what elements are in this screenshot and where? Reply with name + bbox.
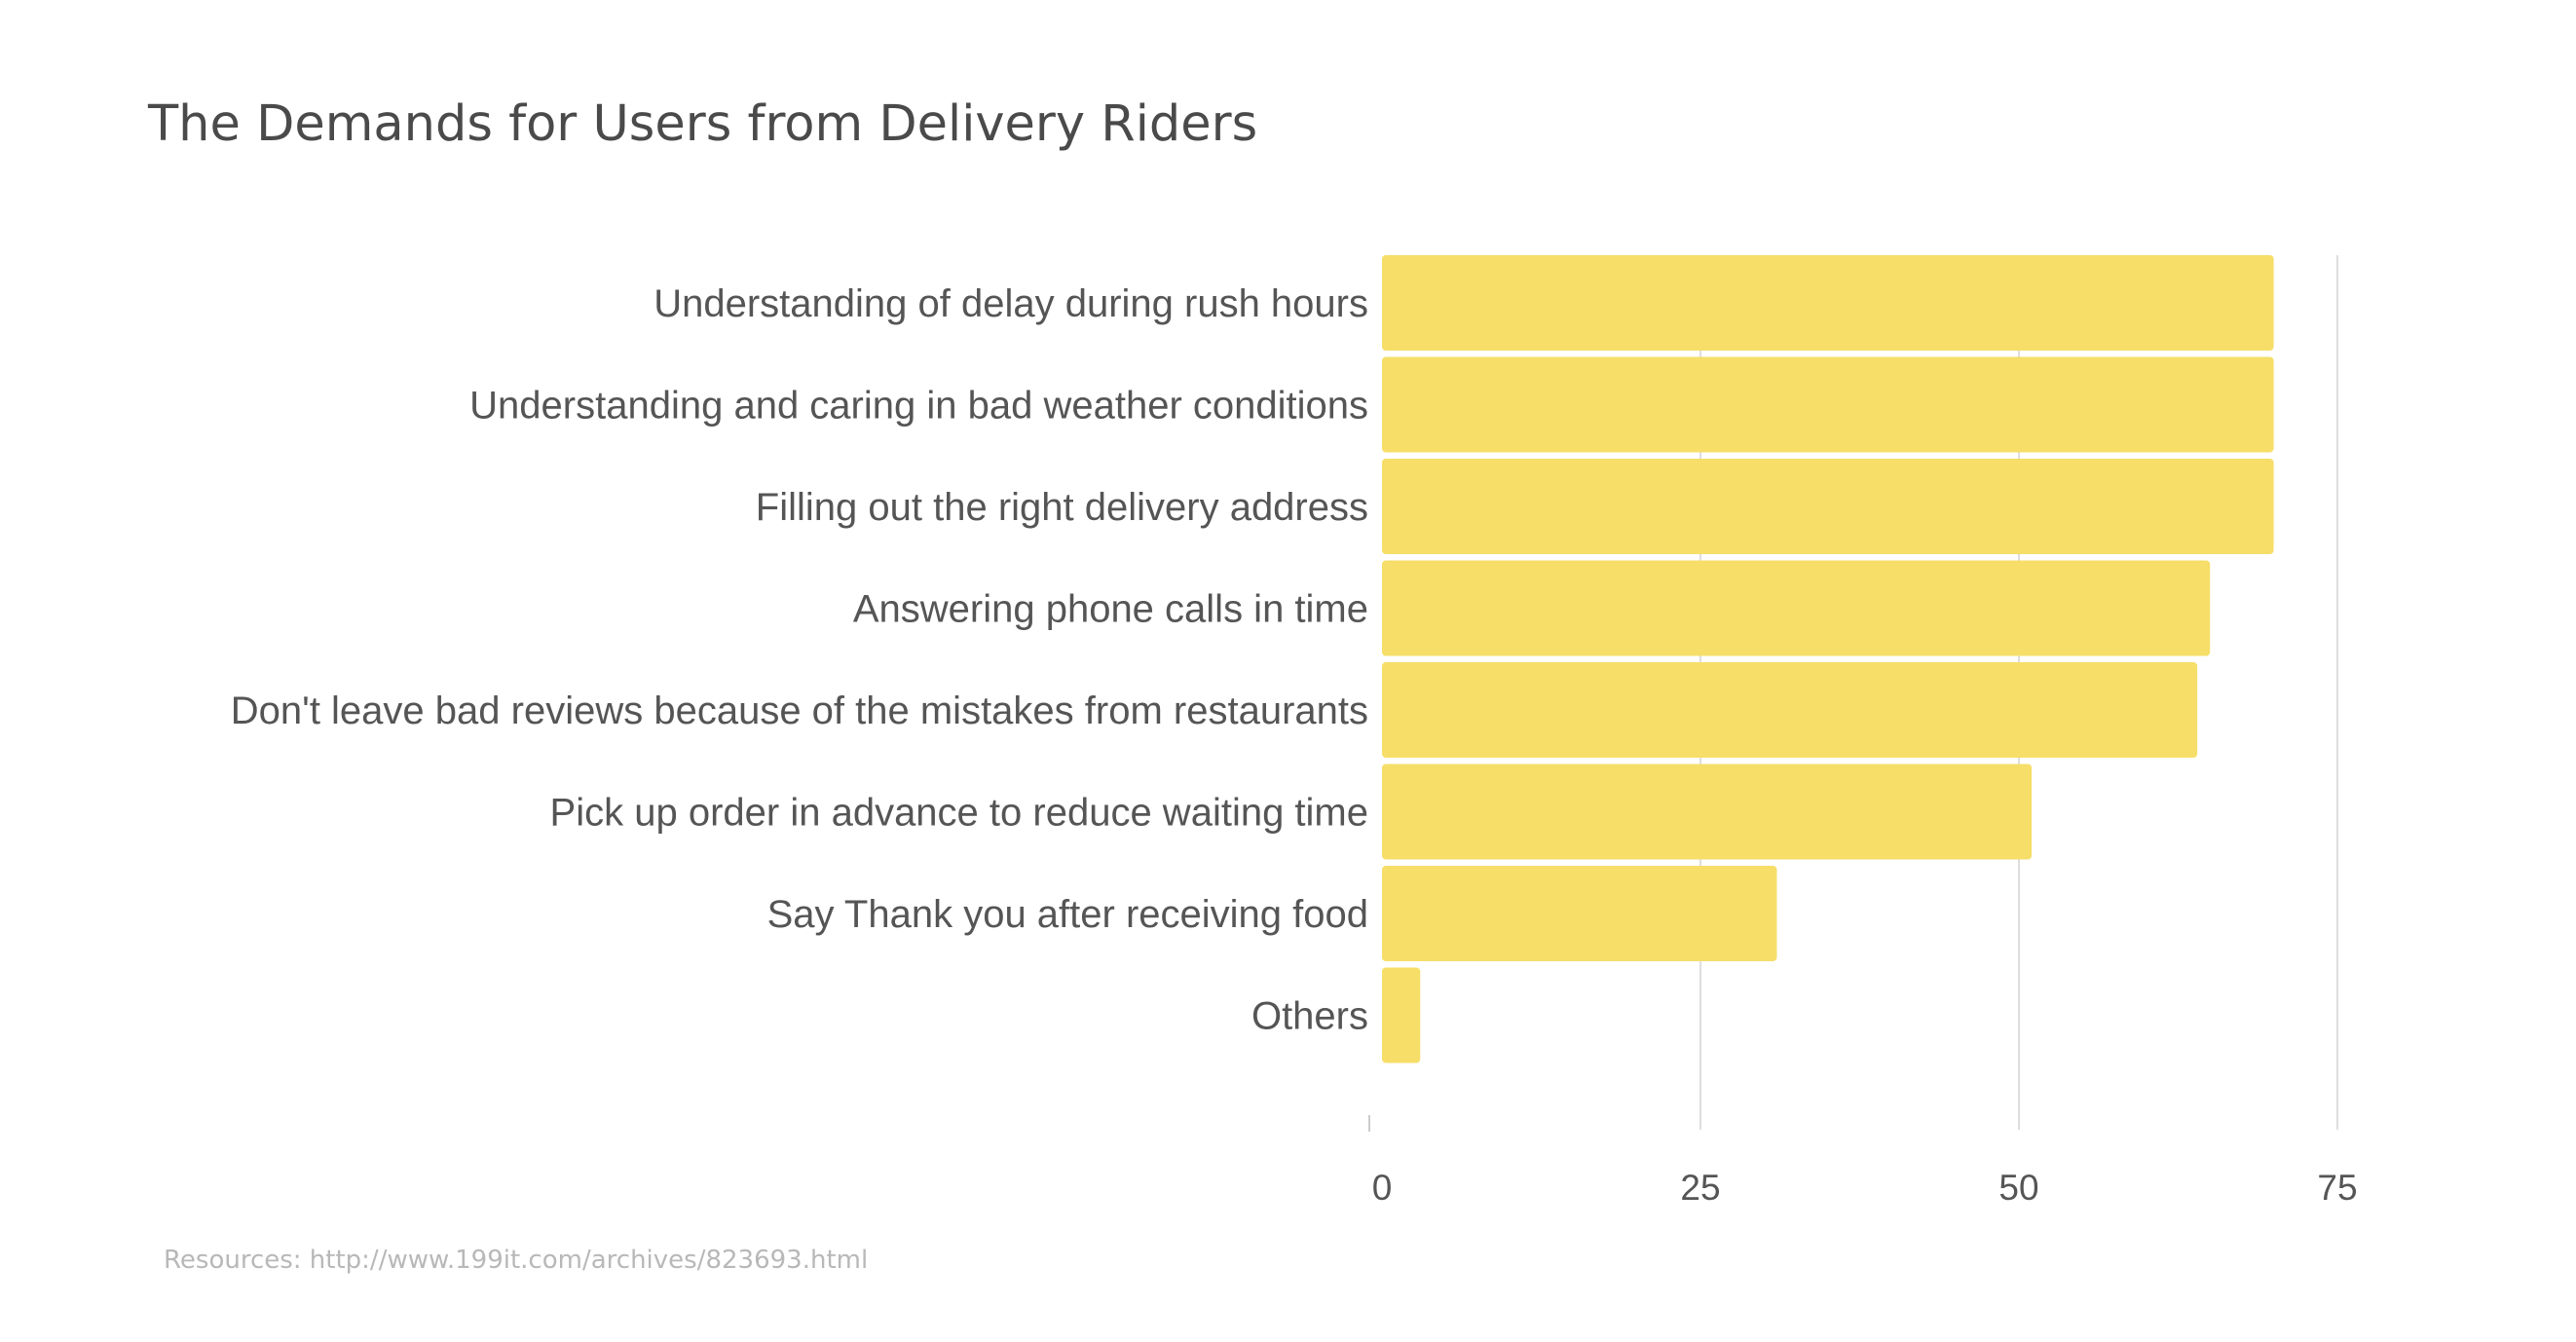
bar [1382,356,2274,453]
bar [1382,866,1777,961]
x-axis-ticks: 0 25 50 75 [1372,1168,2358,1208]
category-label: Don't leave bad reviews because of the m… [231,690,1368,732]
category-label: Say Thank you after receiving food [767,893,1368,936]
x-tick-label: 25 [1680,1168,1720,1208]
chart-title: The Demands for Users from Delivery Ride… [147,95,1257,153]
category-label: Answering phone calls in time [853,588,1368,631]
x-tick-label: 0 [1372,1168,1393,1208]
bar [1382,764,2033,860]
bar [1382,662,2198,758]
bar [1382,459,2274,554]
category-labels: Understanding of delay during rush hours… [231,282,1368,1038]
bar [1382,560,2211,656]
bars [1382,255,2274,1063]
category-label: Understanding and caring in bad weather … [469,385,1368,428]
category-label: Filling out the right delivery address [756,486,1368,529]
x-tick-label: 75 [2317,1168,2357,1208]
category-label: Pick up order in advance to reduce waiti… [550,792,1368,835]
category-label: Understanding of delay during rush hours [653,282,1368,325]
category-label: Others [1251,995,1368,1038]
bar [1382,255,2274,351]
x-tick-label: 50 [1998,1168,2038,1208]
source-note: Resources: http://www.199it.com/archives… [164,1246,868,1275]
bar [1382,967,1421,1063]
